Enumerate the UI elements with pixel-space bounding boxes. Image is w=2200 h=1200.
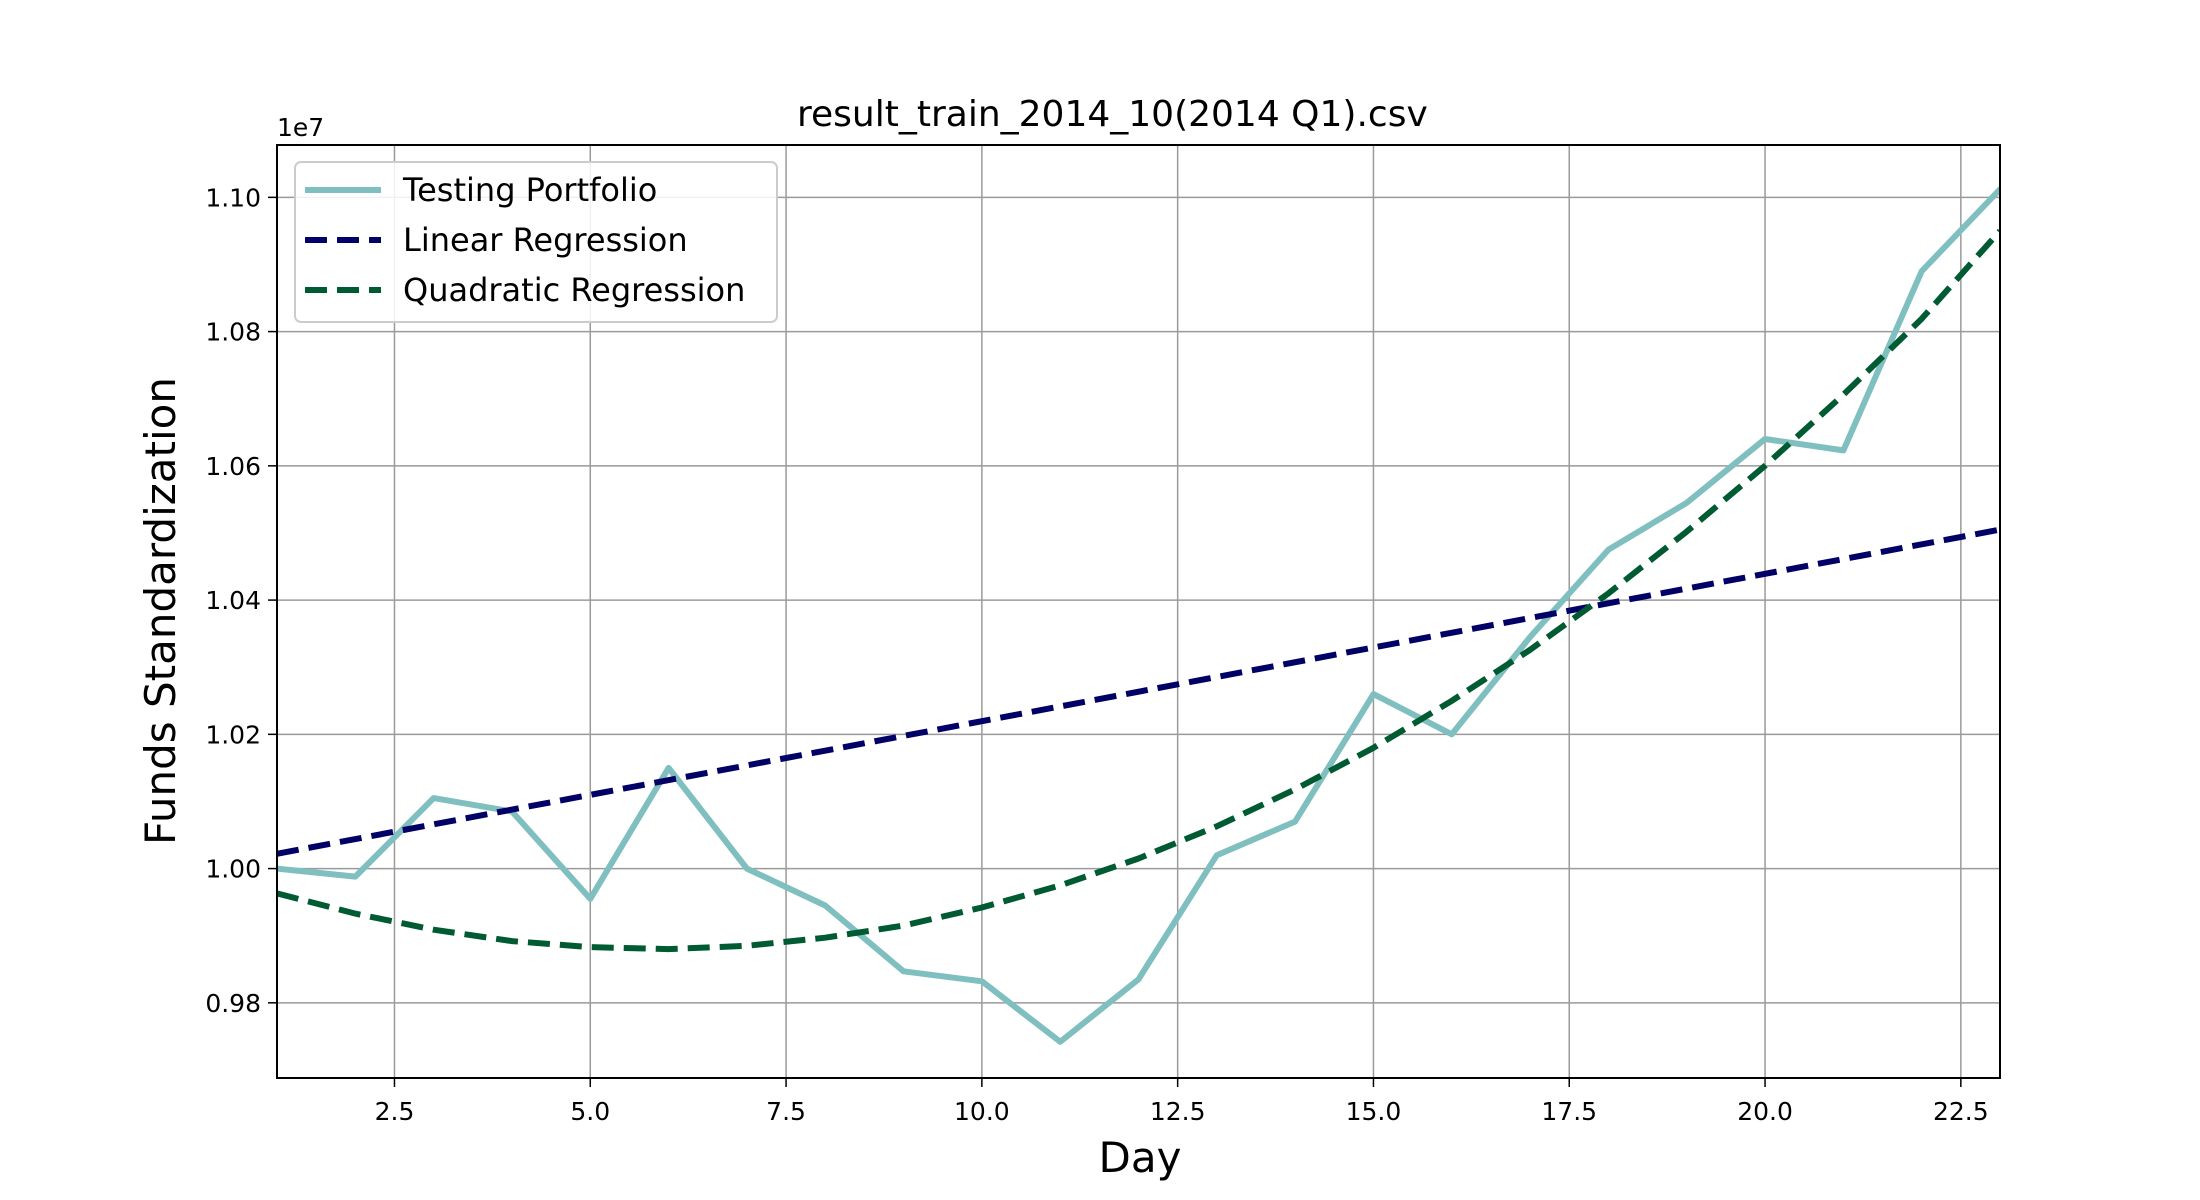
y-tick-label: 1.00 <box>205 855 261 884</box>
x-tick-label: 10.0 <box>954 1097 1010 1126</box>
y-tick-label: 1.06 <box>205 452 261 481</box>
y-axis-offset-label: 1e7 <box>277 113 324 142</box>
y-tick-label: 1.10 <box>205 183 261 212</box>
legend: Testing Portfolio Linear Regression Quadra… <box>294 161 778 323</box>
axis-ticks: 2.5 5.0 7.5 10.0 12.5 15.0 17.5 20.0 22.5 0.98 1.0… <box>205 183 1988 1126</box>
x-tick-label: 17.5 <box>1541 1097 1597 1126</box>
legend-box <box>294 161 778 323</box>
grid <box>277 145 2000 1078</box>
legend-label: Linear Regression <box>403 221 688 259</box>
series-line-linear-regression <box>277 526 2000 857</box>
y-axis-title: Funds Standardization <box>136 377 185 845</box>
x-tick-label: 2.5 <box>375 1097 415 1126</box>
legend-label: Testing Portfolio <box>402 171 657 209</box>
x-tick-label: 5.0 <box>570 1097 610 1126</box>
series-line-testing-portfolio <box>277 186 2000 1045</box>
x-tick-label: 15.0 <box>1346 1097 1402 1126</box>
x-tick-label: 12.5 <box>1150 1097 1206 1126</box>
series-line-quadratic-regression <box>277 228 2000 953</box>
y-tick-label: 1.04 <box>205 586 261 615</box>
legend-label: Quadratic Regression <box>403 271 745 309</box>
y-tick-label: 0.98 <box>205 989 261 1018</box>
x-tick-label: 7.5 <box>766 1097 806 1126</box>
x-axis-title: Day <box>1099 1133 1182 1182</box>
y-tick-label: 1.08 <box>205 318 261 347</box>
x-tick-label: 22.5 <box>1933 1097 1989 1126</box>
plot-series <box>277 186 2000 1045</box>
x-tick-label: 20.0 <box>1737 1097 1793 1126</box>
y-tick-label: 1.02 <box>205 720 261 749</box>
chart-title: result_train_2014_10(2014 Q1).csv <box>797 94 1428 135</box>
plot-area-frame <box>276 144 2001 1079</box>
